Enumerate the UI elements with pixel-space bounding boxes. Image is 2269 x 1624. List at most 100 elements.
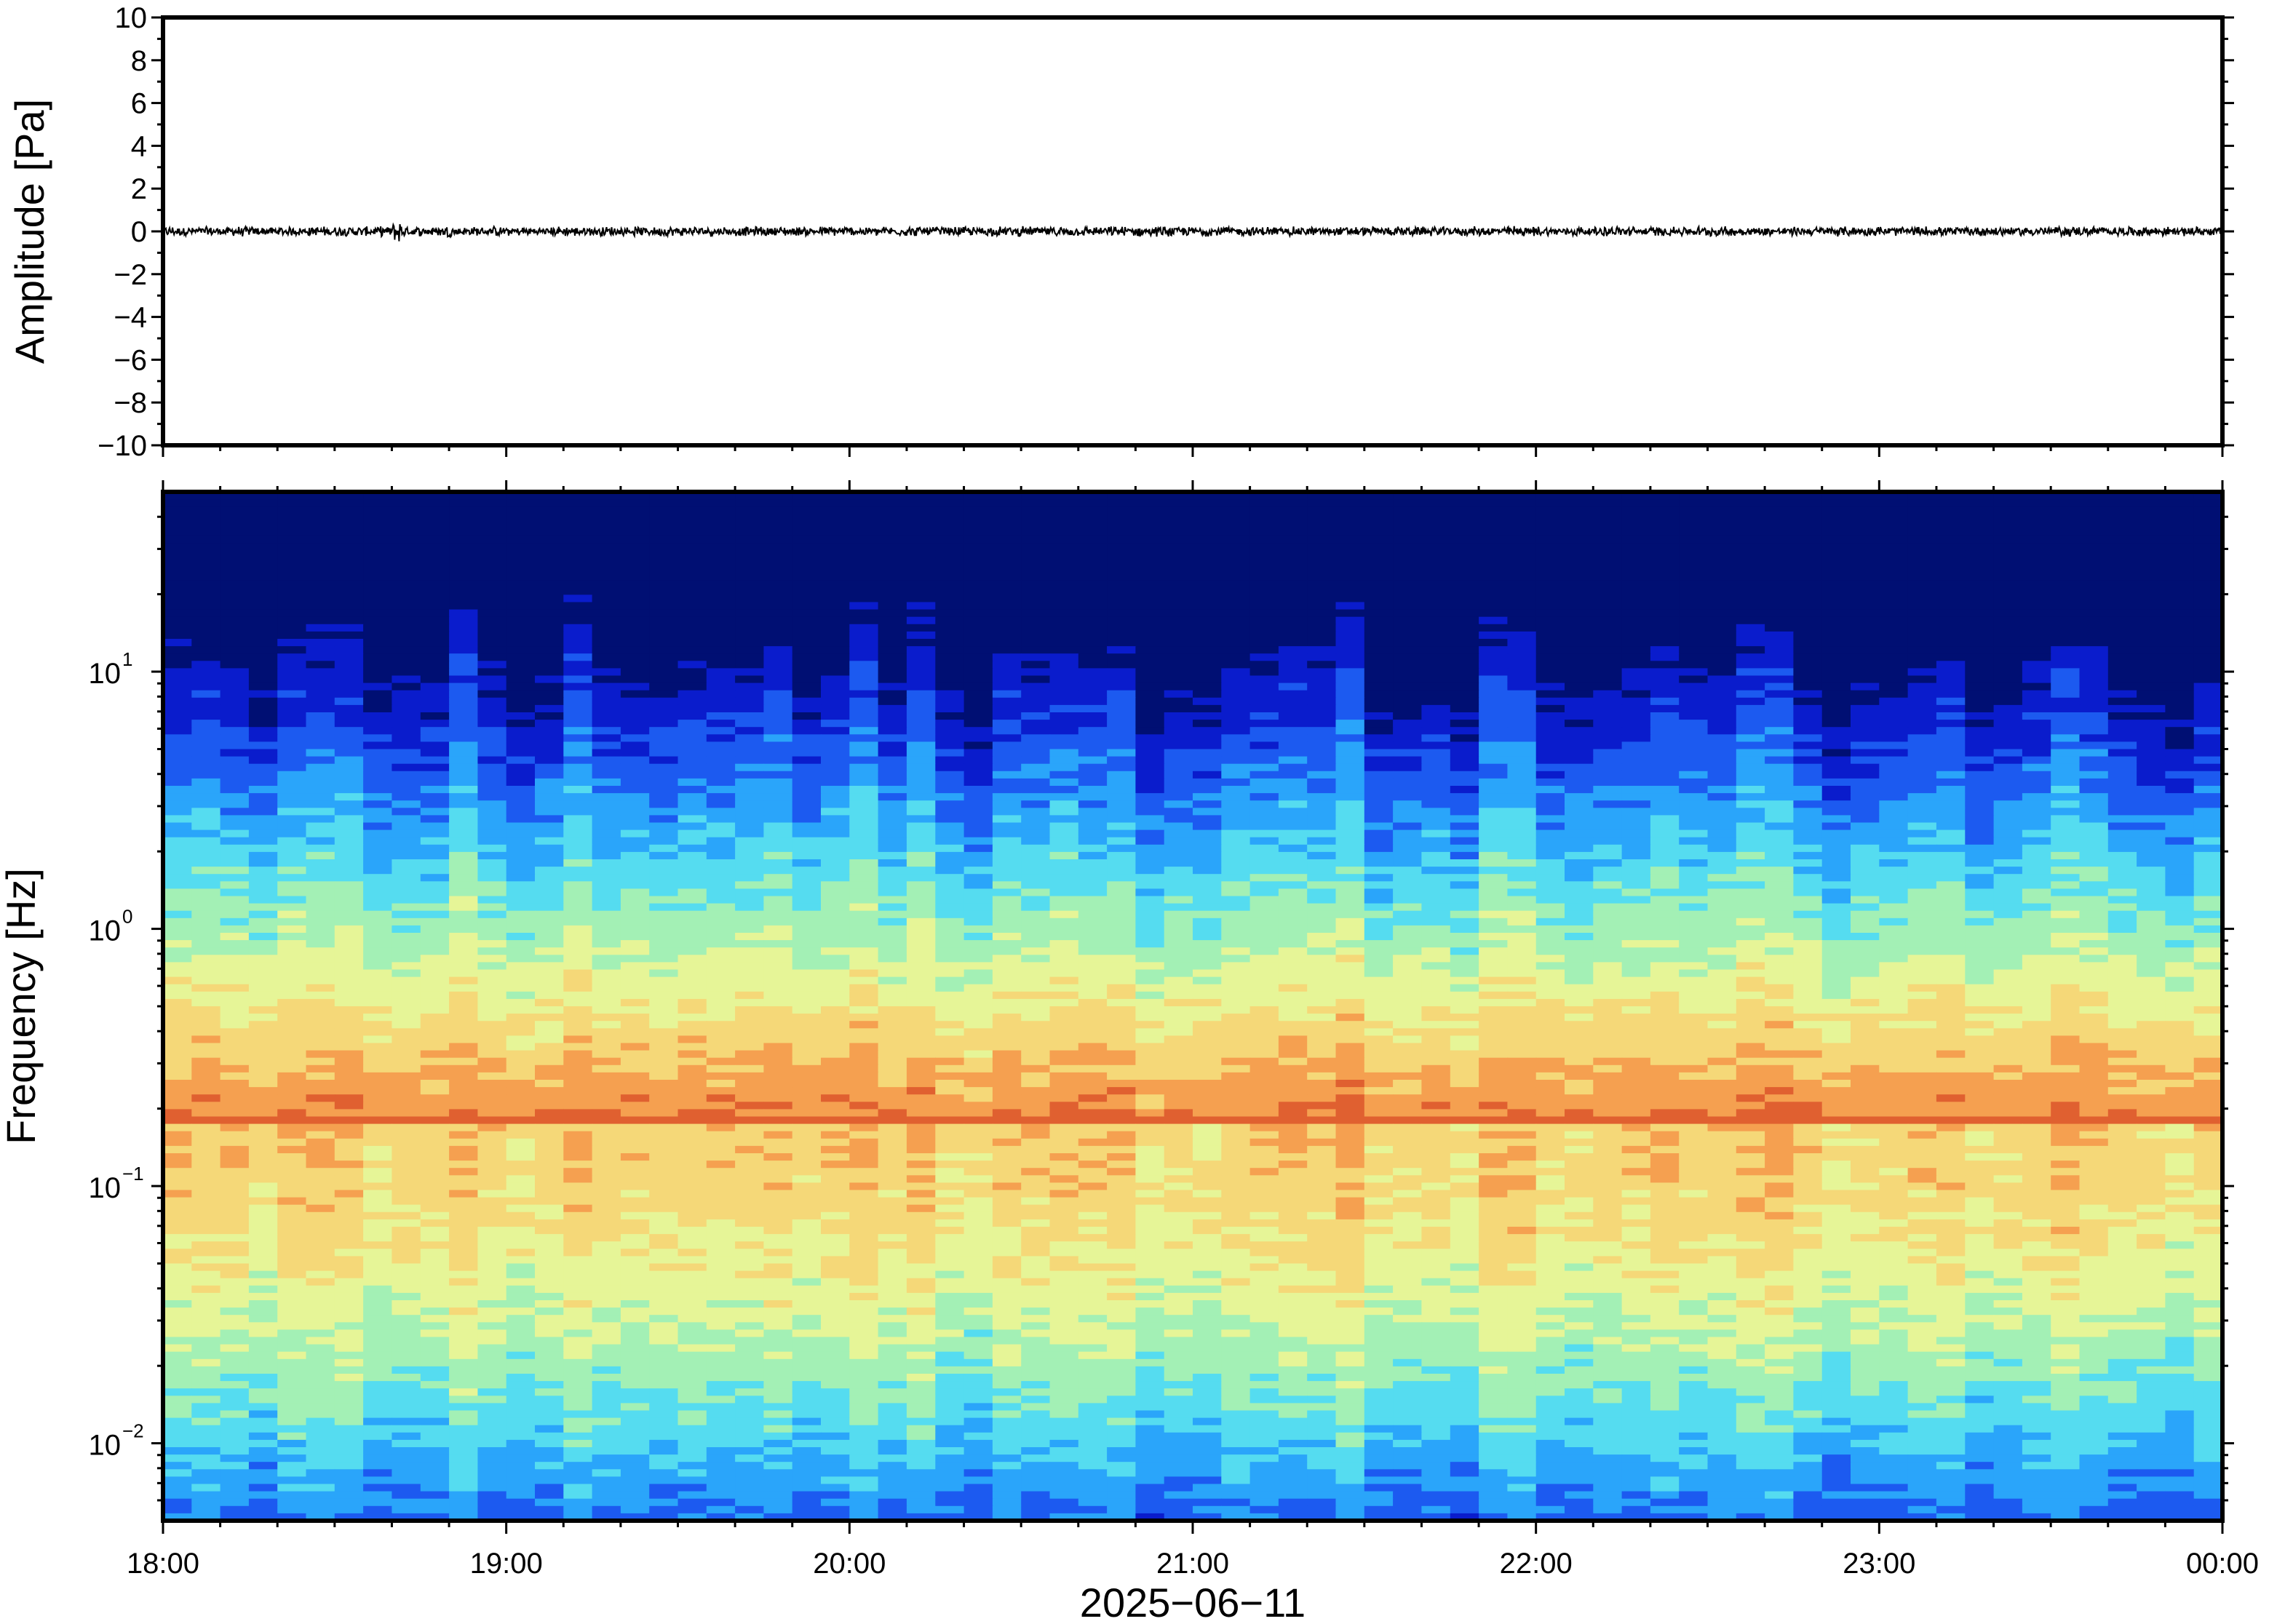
spectrogram-cell	[1851, 697, 1880, 706]
spectrogram-cell	[792, 991, 822, 1000]
spectrogram-cell	[878, 984, 907, 992]
spectrogram-cell	[506, 822, 536, 831]
spectrogram-cell	[1793, 624, 1823, 632]
spectrogram-cell	[1049, 704, 1079, 713]
spectrogram-cell	[1593, 793, 1623, 801]
spectrogram-cell	[1965, 808, 1995, 816]
spectrogram-cell	[392, 602, 421, 610]
spectrogram-cell	[735, 734, 765, 743]
spectrogram-cell	[1965, 918, 1995, 926]
spectrogram-cell	[1307, 697, 1337, 706]
spectrogram-cell	[849, 624, 879, 632]
spectrogram-cell	[821, 639, 850, 647]
spectrogram-cell	[1535, 829, 1565, 838]
spectrogram-cell	[992, 808, 1022, 816]
spectrogram-cell	[163, 506, 192, 514]
spectrogram-cell	[2165, 778, 2195, 787]
spectrogram-cell	[1335, 837, 1365, 845]
spectrogram-cell	[1335, 514, 1365, 522]
spectrogram-cell	[1965, 749, 1995, 757]
spectrogram-cell	[1936, 573, 1966, 581]
spectrogram-cell	[821, 786, 850, 794]
spectrogram-cell	[163, 859, 192, 867]
spectrogram-cell	[449, 506, 479, 514]
spectrogram-cell	[1851, 947, 1880, 955]
spectrogram-cell	[1021, 506, 1051, 514]
spectrogram-cell	[1450, 661, 1479, 669]
spectrogram-cell	[1736, 514, 1765, 522]
spectrogram-cell	[1907, 557, 1937, 566]
spectrogram-cell	[191, 580, 221, 588]
spectrogram-cell	[1450, 565, 1479, 573]
spectrogram-cell	[1736, 955, 1765, 963]
spectrogram-cell	[1249, 528, 1279, 537]
spectrogram-cell	[706, 918, 736, 926]
spectrogram-cell	[306, 991, 335, 1000]
spectrogram-cell	[506, 844, 536, 853]
spectrogram-cell	[1650, 521, 1680, 530]
spectrogram-cell	[535, 837, 564, 845]
spectrogram-cell	[1765, 573, 1795, 581]
spectrogram-cell	[1993, 639, 2023, 647]
spectrogram-cell	[420, 580, 450, 588]
spectrogram-cell	[1221, 793, 1251, 801]
spectrogram-cell	[592, 734, 621, 743]
spectrogram-cell	[220, 492, 250, 500]
spectrogram-cell	[1135, 624, 1165, 632]
spectrogram-cell	[2193, 969, 2222, 978]
spectrogram-cell	[1393, 962, 1423, 971]
spectrogram-cell	[878, 521, 907, 530]
spectrogram-cell	[706, 786, 736, 794]
spectrogram-cell	[878, 543, 907, 552]
spectrogram-cell	[1364, 712, 1394, 720]
spectrogram-cell	[1107, 594, 1137, 603]
spectrogram-cell	[1593, 881, 1623, 890]
spectrogram-cell	[1565, 602, 1594, 610]
spectrogram-cell	[849, 690, 879, 698]
spectrogram-cell	[1450, 609, 1479, 618]
spectrogram-cell	[1193, 492, 1222, 500]
spectrogram-cell	[2165, 712, 2195, 720]
spectrogram-cell	[1421, 543, 1451, 552]
spectrogram-cell	[163, 940, 192, 948]
spectrogram-cell	[1650, 867, 1680, 875]
spectrogram-cell	[1393, 910, 1423, 919]
spectrogram-cell	[2022, 771, 2051, 779]
spectrogram-cell	[1364, 940, 1394, 948]
spectrogram-cell	[1707, 837, 1737, 845]
spectrogram-cell	[306, 646, 335, 654]
spectrogram-cell	[1479, 822, 1509, 831]
spectrogram-cell	[1565, 933, 1594, 941]
spectrogram-cell	[1565, 528, 1594, 537]
spectrogram-cell	[1335, 947, 1365, 955]
spectrogram-cell	[1707, 808, 1737, 816]
spectrogram-cell	[1335, 712, 1365, 720]
spectrogram-cell	[1707, 984, 1737, 992]
spectrogram-cell	[735, 587, 765, 596]
spectrogram-cell	[191, 609, 221, 618]
spectrogram-cell	[2193, 639, 2222, 647]
spectrogram-cell	[1278, 668, 1308, 677]
spectrogram-cell	[363, 771, 393, 779]
spectrogram-cell	[220, 631, 250, 640]
spectrogram-cell	[821, 514, 850, 522]
spectrogram-cell	[1650, 910, 1680, 919]
spectrogram-cell	[1049, 514, 1079, 522]
spectrogram-cell	[535, 800, 564, 808]
spectrogram-cell	[2107, 874, 2137, 882]
spectrogram-cell	[878, 727, 907, 735]
spectrogram-cell	[1393, 536, 1423, 544]
spectrogram-cell	[1793, 557, 1823, 566]
spectrogram-cell	[2051, 675, 2081, 684]
spectrogram-cell	[220, 756, 250, 765]
spectrogram-cell	[2022, 837, 2051, 845]
spectrogram-cell	[1307, 616, 1337, 625]
spectrogram-cell	[1650, 639, 1680, 647]
spectrogram-cell	[1193, 940, 1222, 948]
spectrogram-cell	[1993, 844, 2023, 853]
spectrogram-cell	[1021, 565, 1051, 573]
spectrogram-cell	[563, 822, 593, 831]
spectrogram-cell	[763, 624, 793, 632]
spectrogram-cell	[706, 962, 736, 971]
spectrogram-cell	[334, 580, 364, 588]
